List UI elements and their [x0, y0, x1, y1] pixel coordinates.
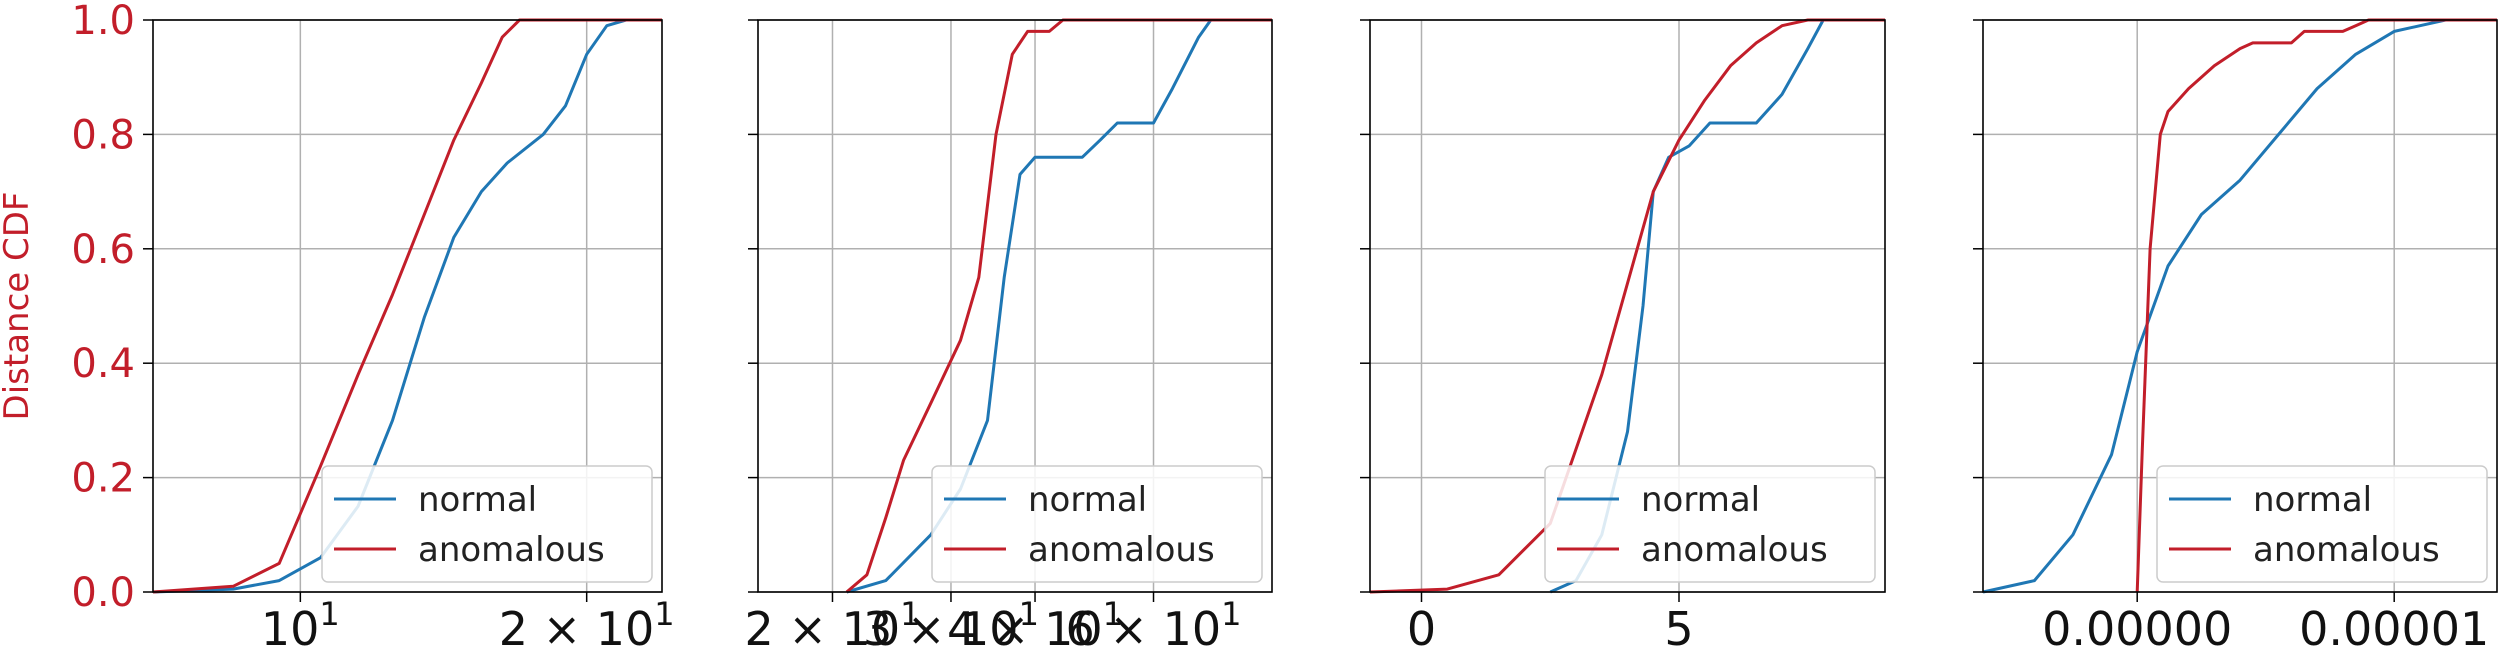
- legend: normal anomalous: [931, 465, 1263, 583]
- legend-box: [931, 465, 1263, 583]
- xtick-label: 2 × 101: [745, 595, 921, 656]
- xtick-label: 0.00001: [2299, 602, 2489, 656]
- legend: normal anomalous: [2156, 465, 2488, 583]
- subplot-3: 0 5 normal anomalous: [1360, 18, 1886, 656]
- axes-frame: [1982, 19, 2498, 593]
- y-axis-label: Distance CDF: [0, 192, 37, 421]
- axes-frame: [1369, 19, 1886, 593]
- xtick-label: 6 × 101: [1066, 595, 1242, 656]
- xtick-label-exponent: 1: [1019, 595, 1039, 633]
- xtick-label-base: 5: [1664, 602, 1693, 656]
- xtick-label-base: 0: [1407, 602, 1436, 656]
- legend-box: [2156, 465, 2488, 583]
- legend-label-normal: normal: [1641, 480, 1760, 520]
- series-line-normal: [152, 18, 662, 594]
- xtick-label-exponent: 1: [1103, 595, 1123, 633]
- axes-frame: [757, 19, 1273, 593]
- xtick-label: 0.00000: [2042, 602, 2232, 656]
- legend-label-normal: normal: [418, 480, 537, 520]
- xtick-label-base: 2 × 10: [499, 602, 655, 656]
- series-line-anomalous: [2135, 18, 2497, 593]
- legend-label-anomalous: anomalous: [1641, 530, 1828, 570]
- subplot-4: 0.00000 0.00001 normal anomalous: [1973, 18, 2498, 656]
- xtick-label: 3 × 101: [863, 595, 1039, 656]
- legend-label-normal: normal: [2253, 480, 2372, 520]
- xtick-label-base: 0.00000: [2042, 602, 2232, 656]
- legend-label-anomalous: anomalous: [418, 530, 605, 570]
- xtick-label-base: 3 × 10: [863, 602, 1019, 656]
- legend-box: [1544, 465, 1876, 583]
- legend-label-anomalous: anomalous: [1028, 530, 1215, 570]
- legend-box: [321, 465, 653, 583]
- xtick-label-base: 0.00001: [2299, 602, 2489, 656]
- ytick-label: 0.8: [71, 112, 135, 158]
- series-line-anomalous: [845, 18, 1272, 594]
- legend-label-anomalous: anomalous: [2253, 530, 2440, 570]
- ytick-label: 0.2: [71, 456, 135, 502]
- xtick-label-exponent: 1: [654, 595, 674, 633]
- xtick-label: 4 × 101: [947, 595, 1123, 656]
- xtick-label: 5: [1664, 602, 1693, 656]
- series-line-anomalous: [1369, 18, 1885, 594]
- ytick-label: 0.6: [71, 227, 135, 273]
- legend: normal anomalous: [321, 465, 653, 583]
- xtick-label: 0: [1407, 602, 1436, 656]
- xtick-label-base: 2 × 10: [745, 602, 901, 656]
- xtick-label-exponent: 1: [319, 595, 339, 633]
- xtick-label-exponent: 1: [900, 595, 920, 633]
- xtick-label: 101: [261, 595, 340, 656]
- ytick-label: 0.4: [71, 341, 135, 387]
- series-line-anomalous: [152, 18, 662, 594]
- xtick-label-exponent: 1: [1221, 595, 1241, 633]
- ytick-label: 0.0: [71, 570, 135, 616]
- xtick-label-base: 4 × 10: [947, 602, 1103, 656]
- legend: normal anomalous: [1544, 465, 1876, 583]
- xtick-label-base: 6 × 10: [1066, 602, 1222, 656]
- ytick-label: 1.0: [71, 0, 135, 44]
- series-line-normal: [1982, 18, 2497, 594]
- xtick-label: 2 × 101: [499, 595, 675, 656]
- legend-label-normal: normal: [1028, 480, 1147, 520]
- xtick-label-base: 10: [261, 602, 320, 656]
- axes-frame: [152, 19, 663, 593]
